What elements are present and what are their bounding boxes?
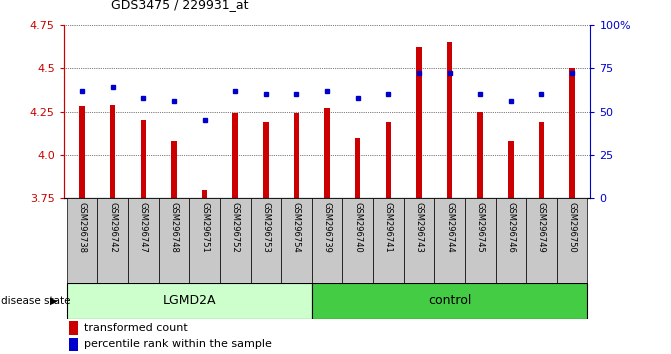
Bar bbox=[355, 138, 360, 198]
Text: GSM296743: GSM296743 bbox=[415, 202, 423, 253]
Bar bbox=[69, 321, 79, 335]
Bar bbox=[416, 47, 422, 198]
Bar bbox=[189, 198, 220, 283]
Bar bbox=[202, 190, 207, 198]
Bar bbox=[158, 198, 189, 283]
Text: GSM296748: GSM296748 bbox=[170, 202, 178, 253]
Bar bbox=[69, 338, 79, 351]
Text: GSM296754: GSM296754 bbox=[292, 202, 301, 253]
Text: GSM296738: GSM296738 bbox=[78, 202, 87, 253]
Text: GSM296752: GSM296752 bbox=[231, 202, 240, 253]
Text: GSM296739: GSM296739 bbox=[323, 202, 331, 253]
Bar bbox=[171, 141, 176, 198]
Text: GDS3475 / 229931_at: GDS3475 / 229931_at bbox=[111, 0, 248, 11]
Bar bbox=[342, 198, 373, 283]
Bar bbox=[97, 198, 128, 283]
Bar bbox=[67, 198, 97, 283]
Bar bbox=[67, 283, 312, 319]
Bar bbox=[373, 198, 404, 283]
Bar bbox=[79, 106, 85, 198]
Bar bbox=[526, 198, 557, 283]
Bar bbox=[312, 198, 342, 283]
Text: GSM296751: GSM296751 bbox=[200, 202, 209, 253]
Bar bbox=[557, 198, 587, 283]
Bar bbox=[404, 198, 434, 283]
Bar bbox=[294, 113, 299, 198]
Bar bbox=[281, 198, 312, 283]
Bar bbox=[508, 141, 513, 198]
Text: GSM296750: GSM296750 bbox=[568, 202, 576, 253]
Text: percentile rank within the sample: percentile rank within the sample bbox=[84, 339, 272, 349]
Text: GSM296745: GSM296745 bbox=[476, 202, 484, 253]
Text: disease state: disease state bbox=[1, 296, 71, 306]
Bar bbox=[128, 198, 158, 283]
Text: GSM296741: GSM296741 bbox=[384, 202, 393, 253]
Bar bbox=[465, 198, 496, 283]
Bar bbox=[312, 283, 587, 319]
Text: GSM296742: GSM296742 bbox=[108, 202, 117, 253]
Bar bbox=[496, 198, 526, 283]
Text: transformed count: transformed count bbox=[84, 323, 187, 333]
Text: control: control bbox=[428, 295, 471, 307]
Bar bbox=[110, 104, 115, 198]
Bar bbox=[386, 122, 391, 198]
Bar bbox=[324, 108, 330, 198]
Bar bbox=[141, 120, 146, 198]
Bar bbox=[434, 198, 465, 283]
Bar bbox=[232, 113, 238, 198]
Text: LGMD2A: LGMD2A bbox=[162, 295, 216, 307]
Text: GSM296740: GSM296740 bbox=[353, 202, 362, 253]
Text: GSM296753: GSM296753 bbox=[262, 202, 270, 253]
Text: GSM296747: GSM296747 bbox=[139, 202, 148, 253]
Bar bbox=[220, 198, 250, 283]
Text: GSM296749: GSM296749 bbox=[537, 202, 546, 253]
Text: GSM296746: GSM296746 bbox=[507, 202, 515, 253]
Bar bbox=[263, 122, 268, 198]
Bar bbox=[447, 42, 452, 198]
Bar bbox=[478, 112, 483, 198]
Text: ▶: ▶ bbox=[50, 296, 57, 306]
Text: GSM296744: GSM296744 bbox=[445, 202, 454, 253]
Bar bbox=[570, 68, 575, 198]
Bar bbox=[250, 198, 281, 283]
Bar bbox=[539, 122, 544, 198]
